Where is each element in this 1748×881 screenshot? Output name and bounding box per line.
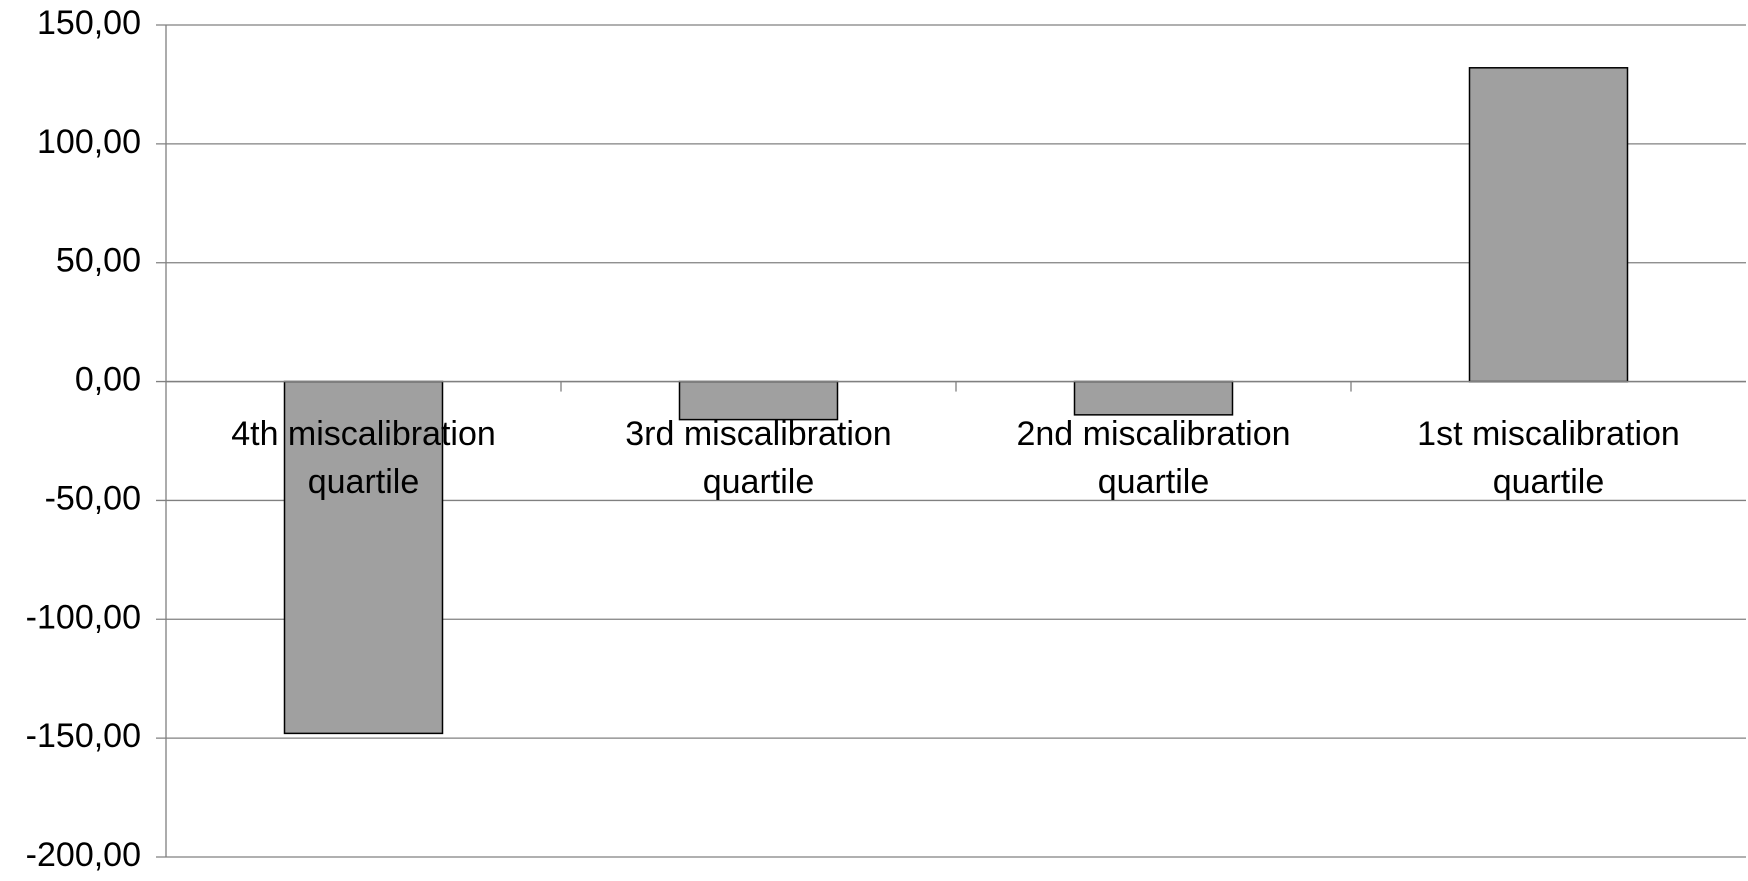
y-tick-label: 150,00 bbox=[37, 4, 141, 42]
y-tick-label: 0,00 bbox=[75, 361, 141, 399]
x-tick-label: 2nd miscalibration quartile bbox=[1016, 414, 1291, 501]
x-tick-label: 4th miscalibration quartile bbox=[231, 414, 496, 501]
bar bbox=[1468, 67, 1629, 383]
y-tick-label: -200,00 bbox=[26, 836, 141, 874]
bar bbox=[678, 380, 839, 421]
x-tick-label: 1st miscalibration quartile bbox=[1417, 414, 1680, 501]
x-tick-label: 3rd miscalibration quartile bbox=[625, 414, 892, 501]
y-tick-label: -100,00 bbox=[26, 598, 141, 636]
y-tick-label: 100,00 bbox=[37, 123, 141, 161]
y-tick-label: 50,00 bbox=[56, 242, 141, 280]
y-tick-label: -50,00 bbox=[45, 479, 141, 517]
bar bbox=[283, 380, 444, 735]
bar bbox=[1073, 380, 1234, 416]
y-tick-label: -150,00 bbox=[26, 717, 141, 755]
